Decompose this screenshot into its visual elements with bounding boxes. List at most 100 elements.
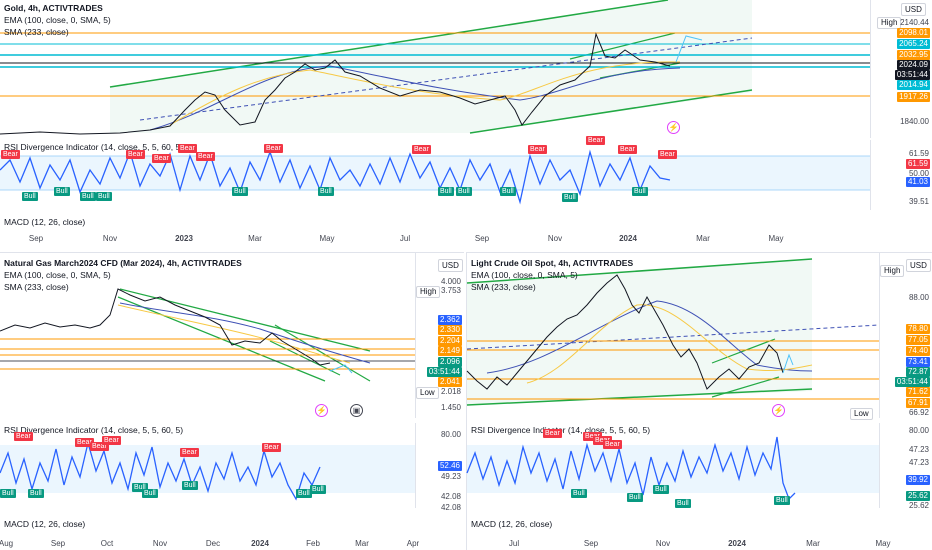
oil-bull-marker: Bull xyxy=(627,493,643,502)
oil-tag-7440: 74.40 xyxy=(905,346,930,356)
oil-price-chart[interactable] xyxy=(466,253,880,418)
gold-x-label: Sep xyxy=(474,234,490,243)
natgas-rsi-tick-mid: 49.23 xyxy=(440,472,461,481)
gold-tick-high: 2140.44 xyxy=(900,18,929,27)
gold-tick-1840: 1840.00 xyxy=(900,117,929,126)
gold-bull-marker: Bull xyxy=(456,187,472,196)
oil-time-axis[interactable]: Jul Sep Nov 2024 Mar May xyxy=(467,537,891,550)
gold-bear-marker: Bear xyxy=(586,136,605,145)
oil-panel[interactable]: Light Crude Oil Spot, 4h, ACTIVTRADES EM… xyxy=(466,252,932,550)
natgas-macd-title[interactable]: MACD (12, 26, close) xyxy=(4,519,86,529)
natgas-rsi-band xyxy=(0,445,415,493)
gold-bear-marker: Bear xyxy=(196,152,215,161)
natgas-price-axis[interactable]: USD 4.000 High 3.753 2.362 2.330 2.204 2… xyxy=(415,253,464,418)
gold-tag-2065: 2065.24 xyxy=(897,39,930,49)
oil-macd-title[interactable]: MACD (12, 26, close) xyxy=(471,519,553,529)
natgas-sma-legend[interactable]: SMA (233, close) xyxy=(4,282,69,292)
natgas-ema-legend[interactable]: EMA (100, close, 0, SMA, 5) xyxy=(4,270,111,280)
oil-bull-marker: Bull xyxy=(675,499,691,508)
gold-bear-marker: Bear xyxy=(618,145,637,154)
gold-x-label: Sep xyxy=(28,234,44,243)
natgas-time-axis[interactable]: Aug Sep Oct Nov Dec 2024 Feb Mar Apr xyxy=(0,537,419,550)
gold-price-chart[interactable] xyxy=(0,0,870,138)
gold-tag-countdown: 03:51:44 xyxy=(894,70,930,80)
natgas-rsi-chart[interactable] xyxy=(0,423,415,508)
oil-rsi-tag-low: 25.62 xyxy=(905,491,930,501)
gold-bull-marker: Bull xyxy=(22,192,38,201)
gold-bear-marker: Bear xyxy=(528,145,547,154)
gold-bear-marker: Bear xyxy=(152,154,171,163)
gold-projection-arrow xyxy=(675,35,703,63)
gold-ema-legend[interactable]: EMA (100, close, 0, SMA, 5) xyxy=(4,15,111,25)
gold-rsi-tag-value: 61.59 xyxy=(905,159,930,169)
gold-x-label: Nov xyxy=(102,234,118,243)
oil-tag-7705: 77.05 xyxy=(905,335,930,345)
gold-panel[interactable]: Gold, 4h, ACTIVTRADES EMA (100, close, 0… xyxy=(0,0,932,245)
gold-currency-badge[interactable]: USD xyxy=(901,3,926,16)
gold-tag-2014: 2014.94 xyxy=(897,80,930,90)
natgas-x-label: Apr xyxy=(406,539,420,548)
oil-flash-icon[interactable]: ⚡ xyxy=(772,404,785,417)
gold-sma-legend[interactable]: SMA (233, close) xyxy=(4,27,69,37)
natgas-ema-line xyxy=(117,304,351,364)
gold-tag-last: 2024.09 xyxy=(897,60,930,70)
natgas-rsi-tick-low-2: 42.08 xyxy=(440,503,461,512)
natgas-x-label: Dec xyxy=(205,539,221,548)
natgas-lock-icon[interactable]: ▣ xyxy=(350,404,363,417)
oil-low-chip: Low xyxy=(850,408,873,420)
oil-rsi-axis[interactable]: 80.00 47.23 47.23 39.92 25.62 25.62 xyxy=(879,423,932,510)
gold-tag-2098: 2098.01 xyxy=(897,28,930,38)
oil-currency-badge[interactable]: USD xyxy=(906,259,931,272)
oil-tag-last: 72.87 xyxy=(905,367,930,377)
oil-channel-lower xyxy=(466,388,813,406)
oil-x-label: May xyxy=(875,539,891,548)
gold-flash-icon[interactable]: ⚡ xyxy=(667,121,680,134)
oil-price-series xyxy=(466,274,784,390)
oil-sma-line xyxy=(486,300,813,374)
natgas-price-chart[interactable] xyxy=(0,253,415,418)
natgas-tag-2041: 2.041 xyxy=(437,377,462,387)
gold-bear-marker: Bear xyxy=(1,150,20,159)
oil-price-axis[interactable]: USD High 88.00 78.80 77.05 74.40 73.41 7… xyxy=(850,253,932,420)
natgas-tag-countdown: 03:51:44 xyxy=(426,367,462,377)
natgas-channel-upper xyxy=(119,288,371,352)
gold-bear-marker: Bear xyxy=(264,144,283,153)
oil-rsi-chart[interactable] xyxy=(466,423,879,508)
natgas-rsi-axis[interactable]: 80.00 52.46 49.23 42.08 42.08 xyxy=(415,423,464,512)
natgas-bear-marker: Bear xyxy=(180,448,199,457)
natgas-price-series xyxy=(0,288,331,366)
oil-channel-upper xyxy=(466,258,813,284)
gold-dashed-trend xyxy=(139,37,753,121)
natgas-panel[interactable]: Natural Gas March2024 CFD (Mar 2024), 4h… xyxy=(0,252,464,550)
oil-tag-6791: 67.91 xyxy=(905,398,930,408)
oil-x-label: Mar xyxy=(806,539,820,548)
natgas-currency-badge[interactable]: USD xyxy=(438,259,463,272)
gold-rsi-chart[interactable] xyxy=(0,140,870,210)
oil-bear-marker: Bear xyxy=(593,436,612,445)
natgas-bull-marker: Bull xyxy=(0,489,16,498)
natgas-wedge-upper xyxy=(274,324,371,382)
oil-ema-legend[interactable]: EMA (100, close, 0, SMA, 5) xyxy=(471,270,578,280)
oil-bull-marker: Bull xyxy=(774,496,790,505)
oil-title: Light Crude Oil Spot, 4h, ACTIVTRADES xyxy=(471,258,634,268)
natgas-tag-2362: 2.362 xyxy=(437,315,462,325)
gold-channel-lower xyxy=(469,89,753,134)
natgas-bear-marker: Bear xyxy=(14,432,33,441)
natgas-wedge-lower xyxy=(269,340,341,376)
gold-price-axis[interactable]: USD High 2140.44 2098.01 2065.24 2032.95… xyxy=(870,0,932,138)
gold-rsi-axis[interactable]: 61.59 61.59 50.00 41.03 39.51 xyxy=(870,140,932,210)
natgas-rsi-title[interactable]: RSI Divergence Indicator (14, close, 5, … xyxy=(4,425,184,435)
gold-tag-1917: 1917.26 xyxy=(897,92,930,102)
oil-tag-7880: 78.80 xyxy=(905,324,930,334)
oil-sma-legend[interactable]: SMA (233, close) xyxy=(471,282,536,292)
natgas-bull-marker: Bull xyxy=(296,489,312,498)
natgas-x-label: Sep xyxy=(50,539,66,548)
natgas-flash-icon[interactable]: ⚡ xyxy=(315,404,328,417)
oil-tag-7162: 71.62 xyxy=(905,387,930,397)
gold-macd-title[interactable]: MACD (12, 26, close) xyxy=(4,217,86,227)
gold-time-axis[interactable]: Sep Nov 2023 Mar May Jul Sep Nov 2024 Ma… xyxy=(0,232,870,245)
gold-rsi-title[interactable]: RSI Divergence Indicator (14, close, 5, … xyxy=(4,142,184,152)
natgas-x-label: Aug xyxy=(0,539,14,548)
natgas-bear-marker: Bear xyxy=(75,438,94,447)
natgas-tag-last: 2.096 xyxy=(437,357,462,367)
